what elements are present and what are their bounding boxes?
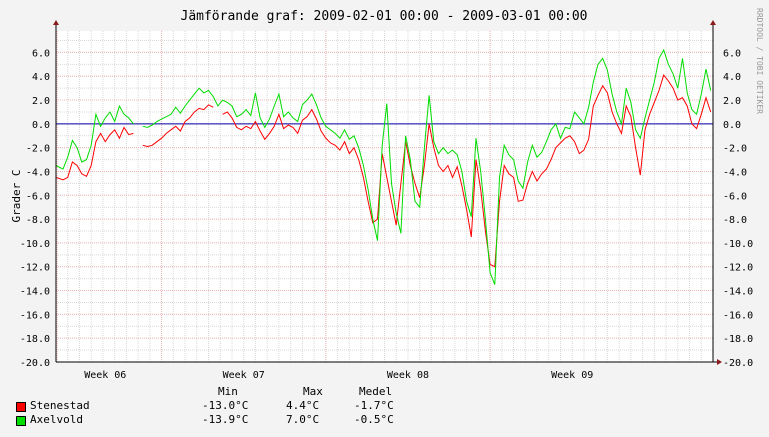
- y-tick-label-right: -6.0: [723, 191, 747, 202]
- x-tick-label: Week 09: [551, 370, 593, 381]
- legend-name: Axelvold: [30, 413, 83, 426]
- series-line-stenestad: [222, 74, 712, 268]
- axes: [53, 20, 722, 365]
- x-tick-label: Week 07: [223, 370, 265, 381]
- y-tick-label-left: -10.0: [20, 239, 50, 250]
- legend-header-max: Max: [303, 385, 323, 398]
- legend-header-mean: Medel: [359, 385, 393, 398]
- legend-max: 7.0°C: [286, 413, 320, 426]
- y-tick-label-left: -8.0: [26, 215, 50, 226]
- y-tick-label-right: -12.0: [723, 263, 753, 274]
- y-tick-label-right: 2.0: [723, 96, 741, 107]
- y-tick-label-right: -18.0: [723, 334, 753, 345]
- legend-header: Min Max Medel: [16, 385, 436, 399]
- y-tick-label-left: 2.0: [32, 96, 50, 107]
- y-tick-label-right: -14.0: [723, 287, 753, 298]
- y-tick-label-right: -10.0: [723, 239, 753, 250]
- y-tick-label-right: -2.0: [723, 144, 747, 155]
- y-tick-label-left: -14.0: [20, 287, 50, 298]
- legend-max: 4.4°C: [286, 399, 320, 412]
- y-tick-label-left: -2.0: [26, 144, 50, 155]
- series-layer: [55, 48, 712, 285]
- legend-header-min: Min: [218, 385, 238, 398]
- legend-mean: -1.7°C: [354, 399, 394, 412]
- x-tick-label: Week 06: [84, 370, 126, 381]
- y-axis-arrow-left: [53, 20, 59, 25]
- legend-min: -13.0°C: [202, 399, 249, 412]
- chart-title: Jämförande graf: 2009-02-01 00:00 - 2009…: [181, 9, 588, 24]
- y-tick-label-left: -18.0: [20, 334, 50, 345]
- legend-row-stenestad: Stenestad -13.0°C 4.4°C -1.7°C: [16, 399, 436, 413]
- y-tick-label-right: -8.0: [723, 215, 747, 226]
- y-tick-label-left: -4.0: [26, 167, 50, 178]
- x-axis-arrow: [717, 359, 722, 365]
- series-line-axelvold: [55, 104, 134, 170]
- y-tick-label-left: 6.0: [32, 48, 50, 59]
- y-axis-label: Grader C: [10, 170, 23, 223]
- plot-area: [56, 31, 713, 362]
- y-tick-label-left: 0.0: [32, 120, 50, 131]
- y-tick-label-left: -6.0: [26, 191, 50, 202]
- legend-name: Stenestad: [30, 399, 90, 412]
- watermark: RRDTOOL / TOBI OETIKER: [755, 8, 764, 114]
- series-line-axelvold: [142, 48, 712, 285]
- y-tick-label-right: 0.0: [723, 120, 741, 131]
- legend-min: -13.9°C: [202, 413, 249, 426]
- y-tick-label-left: -16.0: [20, 310, 50, 321]
- legend: Min Max Medel Stenestad -13.0°C 4.4°C -1…: [16, 385, 436, 427]
- y-tick-label-right: -16.0: [723, 310, 753, 321]
- legend-mean: -0.5°C: [354, 413, 394, 426]
- y-tick-label-left: -12.0: [20, 263, 50, 274]
- series-line-stenestad: [142, 104, 214, 148]
- y-tick-label-right: -20.0: [723, 358, 753, 369]
- y-tick-label-right: 6.0: [723, 48, 741, 59]
- y-tick-label-left: -20.0: [20, 358, 50, 369]
- series-line-stenestad: [55, 126, 134, 181]
- legend-swatch-axelvold: [16, 416, 26, 426]
- legend-swatch-stenestad: [16, 402, 26, 412]
- x-tick-label: Week 08: [387, 370, 429, 381]
- y-tick-label-right: -4.0: [723, 167, 747, 178]
- y-tick-label-left: 4.0: [32, 72, 50, 83]
- legend-row-axelvold: Axelvold -13.9°C 7.0°C -0.5°C: [16, 413, 436, 427]
- tick-labels: 6.0 6.0 4.0 4.0 2.0 2.0 0.0 0.0 -2.0 -2.0 -4.0 -4.0…: [20, 48, 753, 381]
- y-tick-label-right: 4.0: [723, 72, 741, 83]
- y-axis-arrow-right: [710, 20, 716, 25]
